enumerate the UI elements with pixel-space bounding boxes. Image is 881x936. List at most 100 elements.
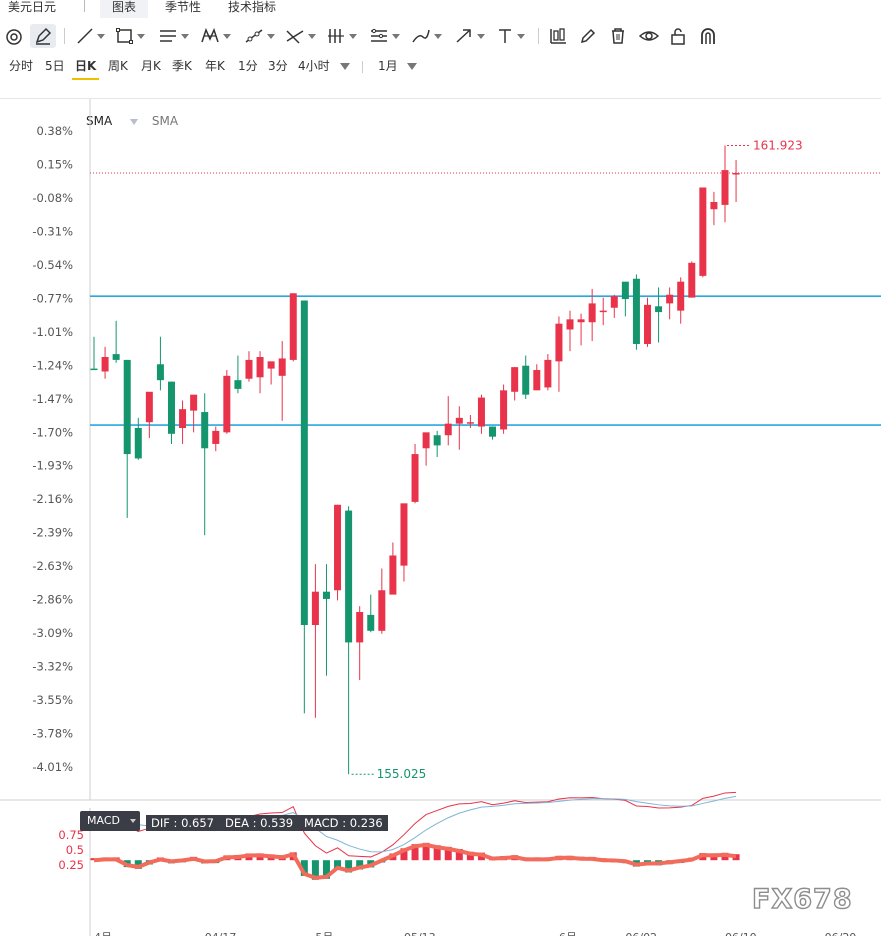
chevron-down-icon [340, 63, 350, 70]
tab-seasonality-label: 季节性 [165, 0, 202, 14]
candle-body [267, 361, 275, 369]
candle-body [167, 381, 175, 434]
pattern-icon[interactable] [200, 24, 231, 48]
vertical-lines-icon[interactable] [326, 24, 357, 48]
macd-line [93, 842, 737, 880]
candle-body [378, 590, 386, 631]
macd-histogram-bar [345, 860, 353, 873]
candle-body [588, 303, 596, 323]
candle-body [621, 281, 629, 300]
candle-body [278, 358, 286, 376]
macd-indicator-button[interactable]: MACD [80, 811, 140, 831]
period-yearly[interactable]: 年K [205, 59, 225, 73]
macd-histogram-bar [455, 848, 463, 861]
period-weekly[interactable]: 周K [108, 59, 128, 73]
period-more-dropdown[interactable] [340, 56, 350, 78]
eye-icon[interactable] [638, 24, 660, 48]
macd-label: MACD : [296, 816, 350, 830]
magnet-u-icon[interactable] [698, 24, 718, 48]
chevron-down-icon [130, 819, 136, 823]
y-tick-label: -1.24% [32, 358, 73, 372]
macd-values: DIF : 0.657 DEA : 0.539 MACD : 0.236 [146, 815, 388, 831]
sma-label-1: SMA [86, 114, 113, 128]
candle-body [732, 173, 740, 175]
magnet-icon[interactable] [4, 24, 24, 48]
candle-body [644, 304, 651, 344]
candle-body [400, 503, 408, 566]
period-daily[interactable]: 日K [72, 56, 100, 80]
text-icon[interactable] [496, 24, 525, 48]
sma-legend[interactable]: SMA SMA [86, 114, 178, 128]
interval-select[interactable]: 1月 [378, 56, 418, 78]
x-tick-label: 4月 [94, 931, 112, 936]
lock-icon[interactable] [668, 24, 688, 48]
y-tick-label: -3.55% [32, 693, 73, 707]
macd-histogram-bar [400, 848, 408, 861]
period-5d[interactable]: 5日 [45, 59, 65, 73]
x-tick-label: 06/10 [725, 931, 757, 936]
period-monthly[interactable]: 月K [141, 59, 161, 73]
chart-type-icon[interactable] [548, 24, 568, 48]
candle-body [300, 300, 308, 626]
tab-chart[interactable]: 图表 [100, 0, 149, 18]
dif-label: DIF : [151, 816, 182, 830]
macd-title: MACD [87, 814, 120, 827]
candle-body [322, 591, 330, 599]
y-tick-label: -0.77% [32, 291, 73, 305]
tab-seasonality[interactable]: 季节性 [153, 0, 213, 18]
trash-icon[interactable] [608, 24, 628, 48]
y-tick-label: -1.70% [32, 425, 73, 439]
y-tick-label: -0.31% [32, 224, 73, 238]
fib-icon[interactable] [285, 24, 316, 48]
macd-histogram-bar [311, 860, 319, 880]
y-tick-label: -3.78% [32, 727, 73, 741]
gann-icon[interactable] [369, 24, 400, 48]
line-icon[interactable] [76, 24, 105, 48]
y-tick-label: 0.15% [36, 157, 73, 171]
period-quarterly[interactable]: 季K [172, 59, 192, 73]
dif-value: 0.657 [181, 816, 214, 830]
x-tick-label: 04/17 [205, 931, 237, 936]
candle-body [444, 423, 452, 436]
y-tick-label: -2.63% [32, 559, 73, 573]
period-1min[interactable]: 1分 [238, 59, 258, 73]
brush-icon[interactable] [411, 24, 442, 48]
macd-histogram-bar [732, 854, 740, 861]
candle-body [544, 359, 552, 388]
chevron-down-icon [407, 63, 418, 70]
candle-body [201, 412, 209, 449]
period-3min[interactable]: 3分 [268, 59, 288, 73]
tab-chart-label: 图表 [112, 0, 137, 14]
candle-body [245, 359, 253, 379]
period-timeshare[interactable]: 分时 [9, 59, 34, 73]
candle-body [677, 281, 685, 311]
y-tick-label: -1.93% [32, 459, 73, 473]
candle-body [256, 357, 264, 378]
candle-body [389, 555, 397, 595]
x-tick-label: 05/13 [404, 931, 436, 936]
rectangle-icon[interactable] [116, 24, 145, 48]
candle-body [101, 357, 109, 372]
x-tick-label: 5月 [315, 931, 333, 936]
ray-icon[interactable] [244, 24, 275, 48]
tab-indicators[interactable]: 技术指标 [216, 0, 288, 18]
y-tick-label: -2.16% [32, 492, 73, 506]
candle-body [455, 417, 463, 424]
candle-body [599, 310, 607, 313]
candle-body [422, 432, 430, 449]
candle-body [289, 293, 297, 360]
candle-body [699, 187, 707, 276]
period-4h[interactable]: 4小时 [298, 59, 330, 73]
candle-body [555, 323, 563, 362]
high-marker-label: 161.923 [753, 138, 803, 152]
pen-icon[interactable] [30, 24, 56, 48]
edit-icon[interactable] [578, 24, 598, 48]
macd-histogram-bar [444, 846, 452, 861]
tab-symbol[interactable]: 美元日元 [0, 0, 70, 18]
candle-body [134, 427, 142, 459]
arrow-icon[interactable] [454, 24, 485, 48]
parallel-lines-icon[interactable] [158, 24, 189, 48]
x-tick-label: 06/20 [825, 931, 857, 936]
candle-body [123, 359, 131, 455]
